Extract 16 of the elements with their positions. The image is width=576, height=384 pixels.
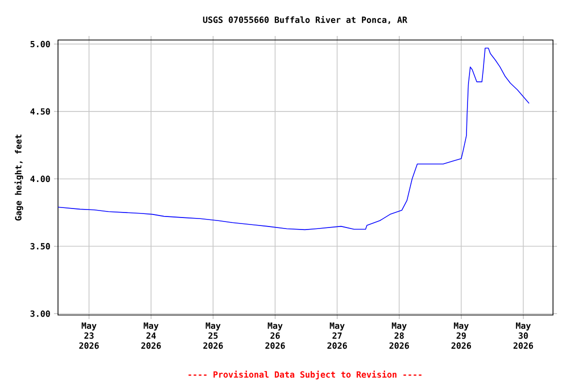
y-tick-label: 4.50	[30, 108, 50, 115]
text: ---- Provisional Data Subject to Revision ----	[188, 370, 422, 380]
y-tick-label: 3.50	[30, 243, 50, 250]
x-tick-label: May 26 2026	[265, 322, 285, 349]
y-tick-label: 3.00	[30, 310, 50, 317]
y-axis-title: Gage height, feet	[14, 134, 24, 221]
x-tick-label: May 30 2026	[514, 322, 534, 349]
x-tick-label: May 25 2026	[203, 322, 223, 349]
x-tick-label: May 23 2026	[79, 322, 99, 349]
x-tick-label: May 24 2026	[141, 322, 161, 349]
x-tick-label: May 29 2026	[451, 322, 472, 349]
y-tick-label: 4.00	[30, 176, 50, 182]
x-tick-label: May 27 2026	[327, 322, 347, 349]
chart-title: USGS 07055660 Buffalo River at Ponca, AR	[203, 16, 408, 24]
y-tick-label: 5.00	[30, 40, 50, 48]
x-tick-label: May 28 2026	[389, 322, 409, 349]
